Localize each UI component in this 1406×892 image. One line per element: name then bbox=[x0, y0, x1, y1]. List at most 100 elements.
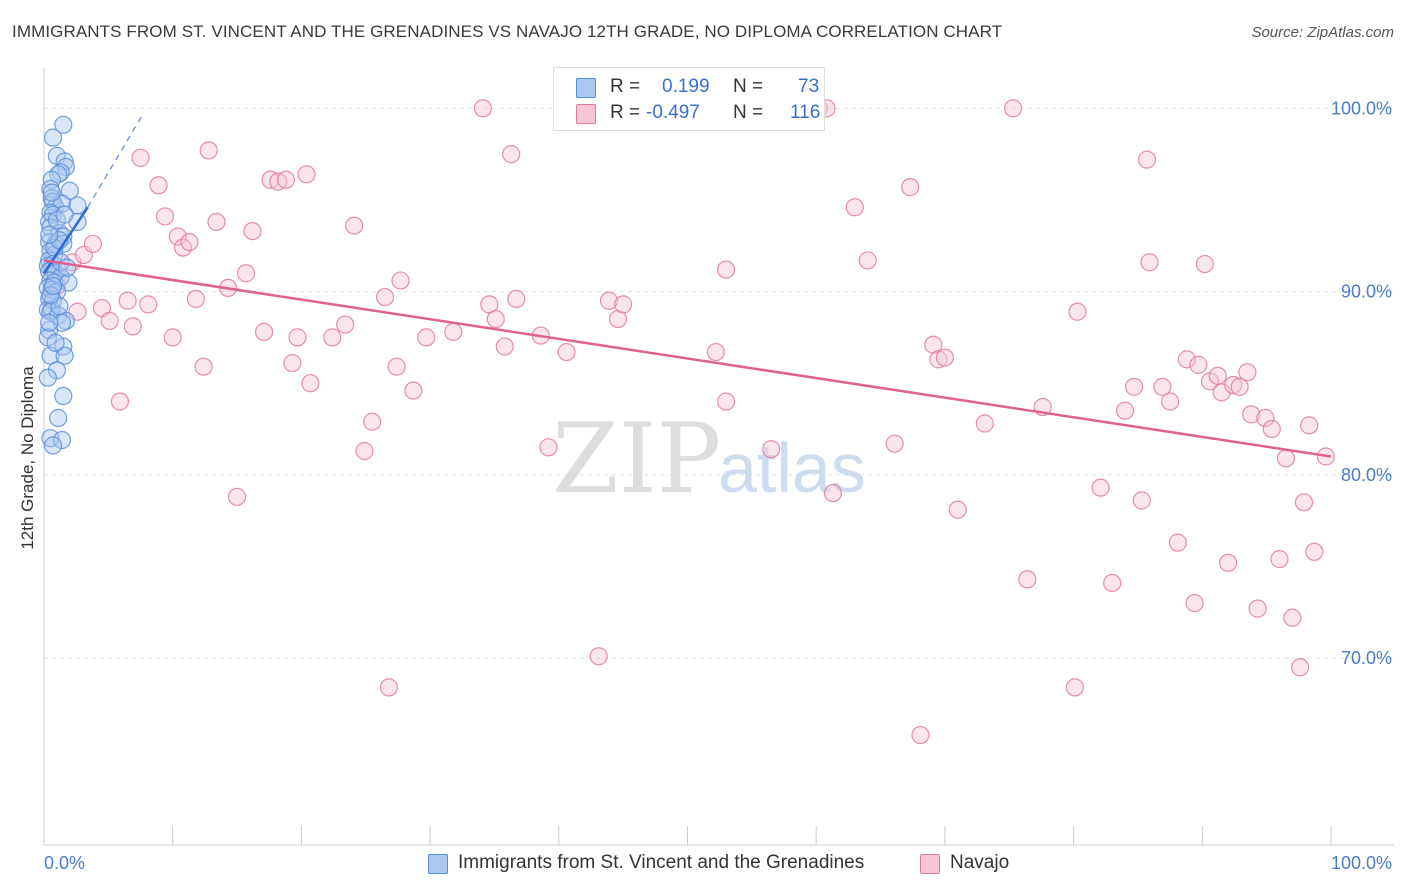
navajo-point bbox=[100, 311, 119, 330]
bottom-legend: Immigrants from St. Vincent and the Gren… bbox=[0, 852, 1406, 878]
navajo-point bbox=[254, 322, 274, 341]
x-tick-label-min: 0.0% bbox=[44, 853, 85, 873]
stvincent-trend-extension bbox=[87, 113, 144, 208]
stvincent-point bbox=[41, 218, 60, 237]
navajo-point bbox=[83, 234, 103, 254]
bottom-legend-swatch-blue bbox=[428, 854, 448, 874]
stvincent-point bbox=[43, 276, 63, 296]
watermark-zip: ZIP bbox=[552, 403, 721, 515]
legend-r-value: 0.199 bbox=[662, 76, 710, 97]
navajo-point bbox=[1177, 350, 1196, 369]
navajo-point bbox=[444, 322, 463, 341]
navajo-point bbox=[391, 271, 410, 290]
navajo-point bbox=[1103, 573, 1122, 593]
navajo-point bbox=[717, 392, 736, 411]
navajo-point bbox=[375, 287, 395, 307]
x-ticks bbox=[43, 826, 1332, 845]
navajo-point bbox=[404, 381, 423, 400]
navajo-point bbox=[379, 678, 399, 697]
navajo-point bbox=[845, 198, 864, 217]
y-tick-label: 70.0% bbox=[1341, 648, 1392, 668]
navajo-trend-line bbox=[43, 259, 1332, 458]
navajo-point bbox=[885, 434, 904, 453]
navajo-point bbox=[1218, 553, 1238, 572]
navajo-point bbox=[1189, 355, 1208, 374]
navajo-point bbox=[1153, 377, 1172, 396]
stvincent-point bbox=[54, 115, 73, 134]
trend-lines bbox=[42, 113, 1332, 458]
navajo-point bbox=[599, 291, 619, 310]
navajo-point bbox=[207, 212, 226, 232]
navajo-point bbox=[1018, 570, 1037, 589]
navajo-point bbox=[1300, 416, 1319, 435]
navajo-point bbox=[495, 337, 514, 356]
grid-lines bbox=[44, 107, 1394, 659]
navajo-point bbox=[762, 440, 781, 459]
navajo-point bbox=[288, 328, 307, 347]
navajo-point bbox=[486, 309, 505, 329]
stvincent-point bbox=[55, 205, 74, 224]
navajo-point bbox=[168, 227, 187, 246]
navajo-point bbox=[539, 438, 558, 457]
legend-r-label: R = bbox=[610, 102, 641, 123]
navajo-point bbox=[163, 328, 182, 347]
navajo-point bbox=[502, 145, 521, 164]
navajo-point bbox=[1068, 302, 1087, 321]
navajo-point bbox=[614, 295, 633, 314]
navajo-point bbox=[557, 342, 576, 362]
stvincent-point bbox=[43, 128, 63, 147]
stvincent-point bbox=[52, 430, 72, 450]
navajo-point bbox=[1242, 405, 1261, 424]
navajo-point bbox=[363, 412, 382, 431]
chart-title: IMMIGRANTS FROM ST. VINCENT AND THE GREN… bbox=[12, 22, 1003, 41]
navajo-point bbox=[149, 176, 168, 195]
legend-swatch-blue bbox=[576, 78, 596, 98]
navajo-point bbox=[139, 295, 158, 314]
stvincent-point bbox=[38, 368, 57, 387]
navajo-point bbox=[297, 165, 316, 184]
navajo-point bbox=[1065, 678, 1084, 697]
stvincent-point bbox=[46, 333, 65, 352]
navajo-point bbox=[911, 725, 930, 745]
navajo-point bbox=[1137, 150, 1157, 169]
navajo-point bbox=[901, 178, 920, 197]
bottom-legend-navajo: Navajo bbox=[950, 852, 1010, 873]
legend-n-value: 73 bbox=[798, 76, 820, 97]
navajo-point bbox=[1294, 493, 1314, 512]
y-tick-label: 100.0% bbox=[1331, 98, 1392, 118]
stvincent-point bbox=[42, 170, 61, 189]
legend: R = 0.199 N = 73 R = -0.497 N = 116 bbox=[553, 67, 825, 131]
navajo-point bbox=[1115, 401, 1135, 420]
navajo-point bbox=[236, 264, 256, 283]
stvincent-point bbox=[41, 203, 60, 222]
navajo-point bbox=[1305, 542, 1324, 561]
navajo-point bbox=[199, 141, 218, 160]
navajo-point bbox=[1124, 377, 1144, 396]
bottom-legend-swatch-pink bbox=[920, 854, 940, 874]
navajo-point bbox=[355, 441, 374, 461]
stvincent-points bbox=[38, 115, 87, 455]
x-tick-label-max: 100.0% bbox=[1331, 853, 1392, 873]
stvincent-point bbox=[41, 429, 60, 448]
navajo-point bbox=[123, 317, 142, 336]
bottom-legend-stvincent: Immigrants from St. Vincent and the Gren… bbox=[458, 852, 865, 873]
navajo-point bbox=[155, 207, 175, 226]
stvincent-point bbox=[43, 192, 63, 211]
source-credit: Source: ZipAtlas.com bbox=[1251, 24, 1394, 41]
y-tick-labels: 70.0% 80.0% 90.0% 100.0% bbox=[1331, 98, 1392, 668]
navajo-point bbox=[417, 328, 436, 347]
navajo-point bbox=[186, 289, 205, 309]
navajo-point bbox=[1140, 253, 1159, 272]
navajo-point bbox=[323, 328, 342, 347]
navajo-point bbox=[110, 392, 130, 411]
stvincent-point bbox=[40, 313, 59, 332]
navajo-point bbox=[507, 289, 526, 309]
stvincent-point bbox=[40, 225, 59, 244]
navajo-point bbox=[1262, 419, 1281, 439]
navajo-point bbox=[387, 357, 406, 376]
navajo-point bbox=[589, 647, 608, 666]
navajo-point bbox=[345, 216, 364, 235]
navajo-point bbox=[975, 414, 994, 433]
navajo-point bbox=[935, 348, 955, 367]
